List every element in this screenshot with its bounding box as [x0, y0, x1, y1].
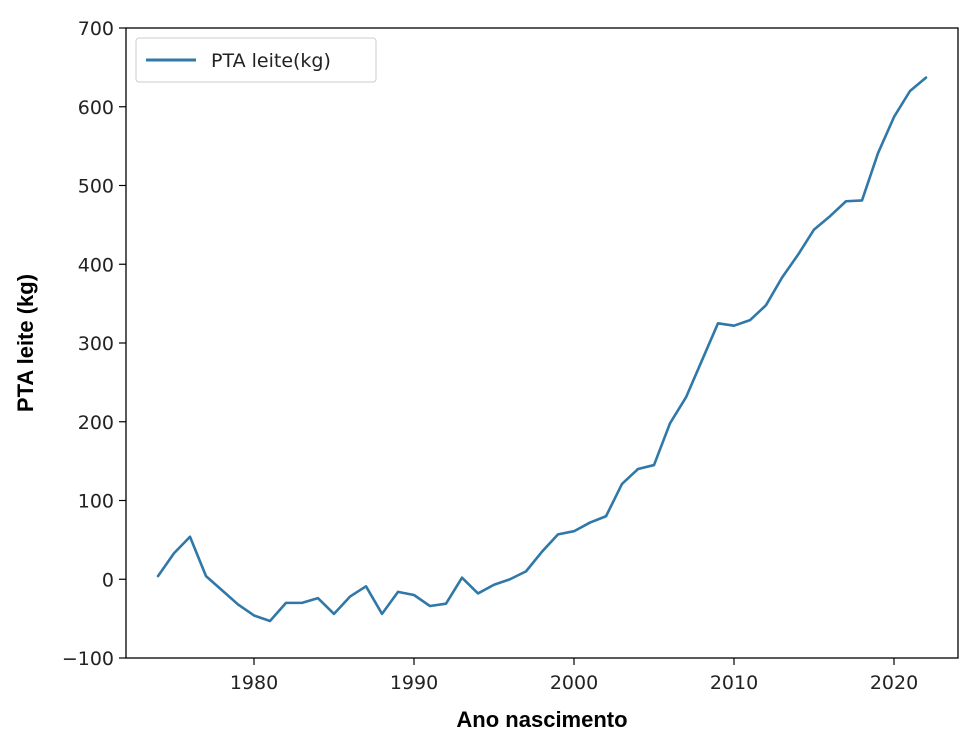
- y-tick-label: 0: [102, 569, 114, 591]
- y-tick-label: 500: [78, 176, 114, 198]
- plot-frame: [125, 27, 959, 659]
- y-tick-label: 300: [78, 333, 114, 355]
- y-tick-label: −100: [62, 648, 114, 670]
- series-line-0: [156, 76, 928, 623]
- x-axis-title: Ano nascimento: [456, 707, 627, 732]
- x-tick-label: 2010: [710, 672, 758, 694]
- x-tick-label: 1980: [230, 672, 278, 694]
- legend-label: PTA leite(kg): [211, 50, 331, 72]
- y-tick-label: 700: [78, 18, 114, 40]
- y-tick-label: 100: [78, 491, 114, 513]
- y-axis-ticks: −100 0 100 200 300 400 500 600 700: [62, 18, 126, 670]
- legend-box: [135, 37, 377, 83]
- y-tick-label: 200: [78, 412, 114, 434]
- y-tick-label: 400: [78, 254, 114, 276]
- y-axis-title: PTA leite (kg): [13, 274, 38, 412]
- x-tick-label: 2020: [870, 672, 918, 694]
- legend: PTA leite(kg): [135, 37, 377, 83]
- x-tick-label: 2000: [550, 672, 598, 694]
- y-tick-label: 600: [78, 97, 114, 119]
- x-tick-label: 1990: [390, 672, 438, 694]
- x-axis-ticks: 1980 1990 2000 2010 2020: [230, 658, 918, 694]
- plot-lines: [156, 76, 928, 623]
